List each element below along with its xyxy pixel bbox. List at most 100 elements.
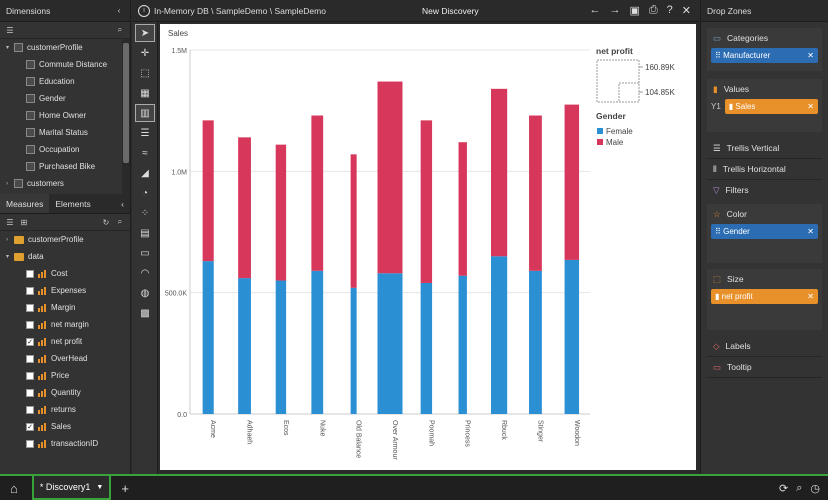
zone-values[interactable]: ▮ Values Y1 ▮ Sales ✕ <box>707 79 822 132</box>
tab-measures[interactable]: Measures <box>0 194 50 213</box>
measure-checkbox[interactable] <box>26 354 34 363</box>
print-icon[interactable]: ⎙ <box>648 4 658 16</box>
bar-female[interactable] <box>490 256 508 414</box>
remove-icon[interactable]: ✕ <box>807 102 814 111</box>
grid-icon[interactable]: ▩ <box>140 307 150 319</box>
bar-female[interactable] <box>275 280 287 414</box>
gauge-icon[interactable]: ◠ <box>140 267 150 279</box>
chevron-left-icon[interactable]: ‹ <box>121 198 124 209</box>
dimension-item[interactable]: ▾ customerProfile <box>6 39 130 56</box>
sales-chart[interactable]: Sales 0.0 500.0K 1.0M 1.5M Acme Adhaeh Ecos Nu… <box>160 24 696 470</box>
zone-tooltip[interactable]: ▭ Tooltip <box>707 357 822 378</box>
measure-checkbox[interactable]: ✓ <box>26 337 34 346</box>
measure-item[interactable]: ✓ Sales <box>6 418 130 435</box>
chevron-right-icon[interactable]: › <box>6 180 8 187</box>
bar-male[interactable] <box>275 144 287 281</box>
chevron-right-icon[interactable]: › <box>6 236 8 243</box>
dimension-item[interactable]: Education <box>6 73 130 90</box>
dimension-item[interactable]: Purchased Bike <box>6 158 130 175</box>
dimension-item[interactable]: Gender <box>6 90 130 107</box>
list-icon[interactable]: ☰ <box>6 217 14 227</box>
pie-chart-icon[interactable]: ◔ <box>141 187 149 199</box>
search-icon[interactable]: ⌕ <box>796 481 803 494</box>
pan-icon[interactable]: ✛ <box>140 47 150 59</box>
bar-male[interactable] <box>202 120 214 262</box>
dimensions-scrollbar[interactable] <box>122 39 130 194</box>
dimension-item[interactable]: Commute Distance <box>6 56 130 73</box>
bar-male[interactable] <box>311 115 324 271</box>
measure-item[interactable]: Cost <box>6 265 130 282</box>
measure-checkbox[interactable] <box>26 439 34 448</box>
column-chart-icon[interactable]: ▥ <box>135 104 155 122</box>
measure-folder[interactable]: ▾ data <box>6 248 130 265</box>
dimension-item[interactable]: Marital Status <box>6 124 130 141</box>
pill-gender[interactable]: ⠿ Gender ✕ <box>711 224 818 239</box>
select-area-icon[interactable]: ⬚ <box>140 67 150 79</box>
bar-male[interactable] <box>458 142 467 276</box>
zone-trellis-horizontal[interactable]: ⦀ Trellis Horizontal <box>707 159 822 180</box>
bar-female[interactable] <box>564 259 580 414</box>
tab-discovery1[interactable]: * Discovery1 ▼ <box>31 476 112 500</box>
treemap-icon[interactable]: ▤ <box>140 227 150 239</box>
globe-icon[interactable]: ◍ <box>140 287 150 299</box>
pill-manufacturer[interactable]: ⠿ Manufacturer ✕ <box>711 48 818 63</box>
save-icon[interactable]: ▣ <box>629 5 640 17</box>
table-icon[interactable]: ▦ <box>140 87 150 99</box>
info-icon[interactable]: i <box>138 4 150 17</box>
search-icon[interactable]: ⌕ <box>117 217 123 226</box>
pointer-icon[interactable]: ➤ <box>135 24 155 42</box>
zone-trellis-vertical[interactable]: ☰ Trellis Vertical <box>707 138 822 159</box>
card-icon[interactable]: ▭ <box>140 247 150 259</box>
bar-male[interactable] <box>238 137 251 279</box>
measure-item[interactable]: Expenses <box>6 282 130 299</box>
refresh-icon[interactable]: ↻ <box>102 217 110 227</box>
calc-field-icon[interactable]: ⊞ <box>20 217 28 227</box>
bar-female[interactable] <box>311 270 324 414</box>
pill-net-profit[interactable]: ▮ net profit ✕ <box>711 289 818 304</box>
bar-male[interactable] <box>350 154 357 288</box>
remove-icon[interactable]: ✕ <box>807 227 814 236</box>
chevron-left-icon[interactable]: ‹ <box>117 6 121 15</box>
measure-folder[interactable]: › customerProfile <box>6 231 130 248</box>
timer-icon[interactable]: ◷ <box>810 482 820 495</box>
bar-female[interactable] <box>202 261 214 414</box>
scatter-chart-icon[interactable]: ⁘ <box>140 207 150 219</box>
measure-checkbox[interactable] <box>26 371 34 380</box>
chart-area[interactable]: Sales 0.0 500.0K 1.0M 1.5M Acme Adhaeh Ecos Nu… <box>160 24 696 470</box>
zone-filters[interactable]: ▽ Filters <box>707 180 822 200</box>
help-icon[interactable]: ? <box>666 4 673 16</box>
chevron-down-icon[interactable]: ▼ <box>96 483 104 491</box>
zone-color[interactable]: ☆ Color ⠿ Gender ✕ <box>707 204 822 263</box>
bar-female[interactable] <box>238 278 251 414</box>
area-chart-icon[interactable]: ◢ <box>141 167 149 179</box>
measure-item[interactable]: Quantity <box>6 384 130 401</box>
bar-male[interactable] <box>420 120 433 283</box>
dimensions-scroll-thumb[interactable] <box>123 43 129 163</box>
dimension-item[interactable]: Occupation <box>6 141 130 158</box>
measure-item[interactable]: Price <box>6 367 130 384</box>
measure-checkbox[interactable] <box>26 269 34 278</box>
pill-sales[interactable]: ▮ Sales ✕ <box>724 99 818 114</box>
bar-male[interactable] <box>377 81 403 274</box>
measure-item[interactable]: transactionID <box>6 435 130 452</box>
bar-female[interactable] <box>458 275 467 414</box>
list-icon[interactable]: ☰ <box>6 25 14 35</box>
measure-checkbox[interactable] <box>26 405 34 414</box>
dimension-item[interactable]: › customers <box>6 175 130 192</box>
measure-item[interactable]: returns <box>6 401 130 418</box>
chevron-down-icon[interactable]: ▾ <box>6 45 10 51</box>
undo-icon[interactable]: ← <box>589 4 601 16</box>
redo-icon[interactable]: → <box>609 4 621 16</box>
measure-checkbox[interactable]: ✓ <box>26 422 34 431</box>
zone-size[interactable]: ⬚ Size ▮ net profit ✕ <box>707 269 822 330</box>
tab-elements[interactable]: Elements <box>55 198 91 209</box>
measure-checkbox[interactable] <box>26 320 34 329</box>
close-icon[interactable]: ✕ <box>681 5 691 17</box>
measure-item[interactable]: OverHead <box>6 350 130 367</box>
measure-checkbox[interactable] <box>26 303 34 312</box>
bar-female[interactable] <box>377 273 403 414</box>
measure-item[interactable]: Margin <box>6 299 130 316</box>
measure-item[interactable]: ✓ net profit <box>6 333 130 350</box>
bar-male[interactable] <box>490 88 508 257</box>
bar-male[interactable] <box>564 104 580 260</box>
